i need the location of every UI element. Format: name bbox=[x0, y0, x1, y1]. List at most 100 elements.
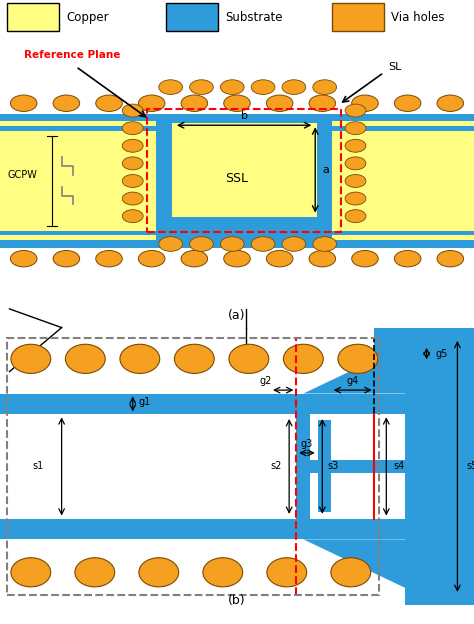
Bar bbox=[318, 419, 331, 512]
Text: Via holes: Via holes bbox=[391, 11, 445, 24]
Bar bbox=[7, 4, 59, 31]
Circle shape bbox=[282, 80, 306, 94]
Circle shape bbox=[283, 344, 323, 373]
Bar bbox=[405, 328, 474, 605]
Bar bbox=[172, 123, 317, 217]
Circle shape bbox=[53, 250, 80, 267]
Circle shape bbox=[331, 558, 371, 587]
Circle shape bbox=[122, 104, 143, 117]
Circle shape bbox=[220, 236, 244, 251]
Bar bbox=[0, 177, 156, 185]
Circle shape bbox=[313, 236, 337, 251]
Circle shape bbox=[251, 80, 275, 94]
Text: Reference Plane: Reference Plane bbox=[24, 50, 120, 60]
Text: (a): (a) bbox=[228, 309, 246, 322]
Bar bbox=[0, 235, 156, 240]
Text: SSL: SSL bbox=[226, 172, 248, 185]
Text: g4: g4 bbox=[346, 376, 359, 386]
Polygon shape bbox=[303, 345, 405, 394]
Circle shape bbox=[11, 558, 51, 587]
Circle shape bbox=[394, 95, 421, 112]
Text: a: a bbox=[322, 165, 329, 175]
Circle shape bbox=[345, 157, 366, 170]
Bar bbox=[147, 109, 341, 232]
Circle shape bbox=[10, 250, 37, 267]
Bar bbox=[332, 122, 474, 126]
Circle shape bbox=[159, 80, 182, 94]
Circle shape bbox=[266, 250, 293, 267]
Bar bbox=[0, 122, 156, 126]
Circle shape bbox=[122, 210, 143, 223]
Text: GCPW: GCPW bbox=[7, 170, 37, 180]
Circle shape bbox=[224, 95, 250, 112]
Circle shape bbox=[345, 210, 366, 223]
Circle shape bbox=[190, 80, 213, 94]
Text: Substrate: Substrate bbox=[225, 11, 283, 24]
Bar bbox=[0, 131, 156, 135]
Circle shape bbox=[345, 192, 366, 205]
Circle shape bbox=[352, 95, 378, 112]
Bar bbox=[0, 114, 474, 135]
Text: s2: s2 bbox=[271, 461, 282, 472]
Circle shape bbox=[120, 344, 160, 373]
Circle shape bbox=[338, 344, 378, 373]
Bar bbox=[0, 227, 156, 231]
Circle shape bbox=[394, 250, 421, 267]
Circle shape bbox=[224, 250, 250, 267]
Bar bbox=[0, 519, 408, 539]
Text: s4: s4 bbox=[393, 461, 405, 472]
Circle shape bbox=[53, 95, 80, 112]
Circle shape bbox=[345, 175, 366, 187]
Bar bbox=[374, 328, 405, 376]
Circle shape bbox=[122, 192, 143, 205]
Circle shape bbox=[138, 95, 165, 112]
Circle shape bbox=[181, 250, 208, 267]
Text: s5: s5 bbox=[467, 461, 474, 472]
Circle shape bbox=[96, 250, 122, 267]
Circle shape bbox=[345, 104, 366, 117]
Circle shape bbox=[267, 558, 307, 587]
Circle shape bbox=[313, 80, 337, 94]
Circle shape bbox=[345, 122, 366, 135]
Text: g2: g2 bbox=[259, 376, 272, 386]
Text: s3: s3 bbox=[327, 461, 338, 472]
Text: Copper: Copper bbox=[66, 11, 109, 24]
Circle shape bbox=[229, 344, 269, 373]
Circle shape bbox=[266, 95, 293, 112]
Circle shape bbox=[309, 95, 336, 112]
Circle shape bbox=[11, 344, 51, 373]
Circle shape bbox=[159, 236, 182, 251]
Bar bbox=[332, 131, 474, 135]
Circle shape bbox=[122, 157, 143, 170]
Bar bbox=[332, 4, 384, 31]
Text: SL: SL bbox=[389, 62, 402, 72]
Circle shape bbox=[65, 344, 105, 373]
Bar bbox=[156, 114, 332, 227]
Circle shape bbox=[282, 236, 306, 251]
Circle shape bbox=[190, 236, 213, 251]
Circle shape bbox=[203, 558, 243, 587]
Circle shape bbox=[122, 175, 143, 187]
Bar bbox=[166, 4, 218, 31]
Circle shape bbox=[10, 95, 37, 112]
Text: g1: g1 bbox=[138, 397, 151, 407]
Bar bbox=[332, 227, 474, 231]
Bar bbox=[0, 394, 408, 414]
Circle shape bbox=[138, 250, 165, 267]
Circle shape bbox=[139, 558, 179, 587]
Circle shape bbox=[220, 80, 244, 94]
Circle shape bbox=[437, 250, 464, 267]
Text: g5: g5 bbox=[435, 349, 447, 359]
Circle shape bbox=[122, 139, 143, 152]
Circle shape bbox=[122, 122, 143, 135]
Text: b: b bbox=[241, 111, 247, 122]
Bar bbox=[296, 460, 405, 473]
Text: (b): (b) bbox=[228, 593, 246, 607]
Circle shape bbox=[309, 250, 336, 267]
Circle shape bbox=[75, 558, 115, 587]
Circle shape bbox=[437, 95, 464, 112]
Bar bbox=[296, 414, 310, 519]
Bar bbox=[332, 135, 474, 227]
Bar bbox=[332, 235, 474, 240]
Circle shape bbox=[174, 344, 214, 373]
